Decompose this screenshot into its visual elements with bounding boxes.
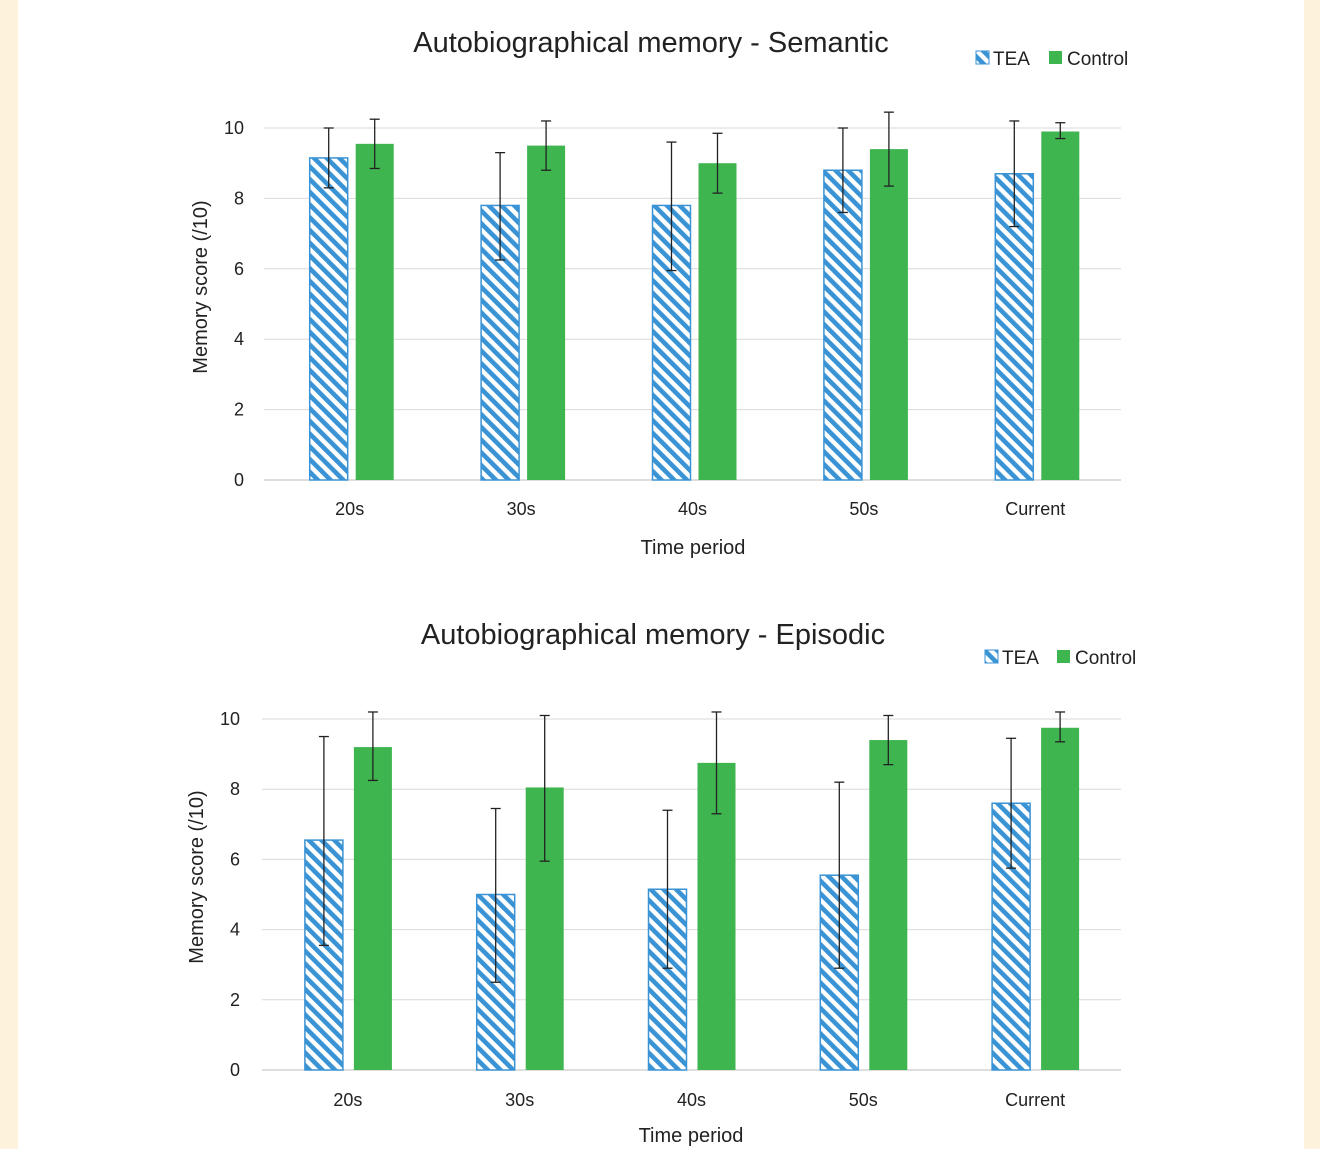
x-tick-label: 40s (677, 1090, 706, 1110)
error-bar (318, 735, 329, 947)
bar-control (527, 145, 566, 480)
error-bar (1009, 120, 1020, 228)
semantic-chart: Autobiographical memory - Semantic Memor… (190, 27, 1128, 559)
bar-control (698, 163, 737, 480)
y-tick-label: 2 (230, 990, 240, 1010)
x-tick-label: 50s (849, 499, 878, 519)
error-bar (883, 111, 894, 187)
chart-title: Autobiographical memory - Episodic (421, 619, 885, 651)
error-bar (541, 120, 552, 171)
x-axis-title: Time period (639, 1125, 744, 1147)
plot-area: 0 2 4 6 8 10 20s 30s 40s 50s Current (220, 709, 1121, 1110)
y-tick-label: 0 (230, 1060, 240, 1080)
chart-title: Autobiographical memory - Semantic (413, 27, 888, 59)
error-bar (1055, 711, 1066, 743)
bar-tea (308, 157, 349, 481)
x-tick-label: 30s (507, 499, 536, 519)
legend-swatch-tea (975, 50, 990, 65)
x-tick-label: 40s (678, 499, 707, 519)
y-tick-label: 10 (220, 709, 240, 729)
error-bar (495, 151, 506, 261)
y-axis-title: Memory score (/10) (190, 200, 212, 373)
error-bar (837, 127, 848, 214)
error-bar (666, 141, 677, 272)
y-tick-label: 8 (230, 779, 240, 799)
error-bar (490, 807, 501, 983)
bar-control (869, 149, 908, 480)
y-axis-title: Memory score (/10) (186, 790, 208, 963)
x-tick-label: Current (1005, 499, 1065, 519)
y-tick-label: 10 (224, 118, 244, 138)
legend-label-tea: TEA (1002, 648, 1039, 669)
x-axis-title: Time period (641, 537, 746, 559)
x-tick-label: 50s (849, 1090, 878, 1110)
legend-label-tea: TEA (993, 49, 1030, 70)
x-tick-label: 20s (335, 499, 364, 519)
legend: TEA Control (975, 49, 1128, 70)
y-tick-label: 4 (230, 920, 240, 940)
legend-label-control: Control (1075, 648, 1136, 669)
error-bar (1055, 122, 1066, 140)
y-tick-label: 0 (234, 470, 244, 490)
episodic-chart: Autobiographical memory - Episodic Memor… (186, 619, 1136, 1147)
legend: TEA Control (984, 648, 1136, 669)
y-tick-label: 2 (234, 400, 244, 420)
bar-control (353, 747, 392, 1070)
error-bar (369, 118, 380, 170)
error-bar (883, 714, 894, 766)
error-bar (539, 714, 550, 862)
error-bar (1006, 737, 1017, 869)
x-tick-label: 30s (505, 1090, 534, 1110)
bar-control (1041, 727, 1080, 1070)
y-tick-label: 6 (230, 849, 240, 869)
y-tick-label: 6 (234, 259, 244, 279)
error-bar (834, 781, 845, 969)
x-tick-label: Current (1005, 1090, 1065, 1110)
error-bar (711, 711, 722, 815)
error-bar (662, 809, 673, 969)
error-bar (323, 127, 334, 189)
plot-area: 0 2 4 6 8 10 20s 30s 40s 50s Current (224, 111, 1121, 519)
error-bar (367, 711, 378, 782)
legend-swatch-tea (984, 649, 999, 664)
bar-control (1041, 131, 1080, 480)
legend-swatch-control (1057, 650, 1070, 663)
y-tick-label: 4 (234, 329, 244, 349)
y-tick-label: 8 (234, 188, 244, 208)
bar-tea (823, 169, 863, 481)
x-tick-label: 20s (333, 1090, 362, 1110)
bar-control (869, 740, 908, 1070)
bar-control (355, 143, 394, 480)
legend-label-control: Control (1067, 49, 1128, 70)
legend-swatch-control (1049, 51, 1062, 64)
error-bar (712, 132, 723, 194)
